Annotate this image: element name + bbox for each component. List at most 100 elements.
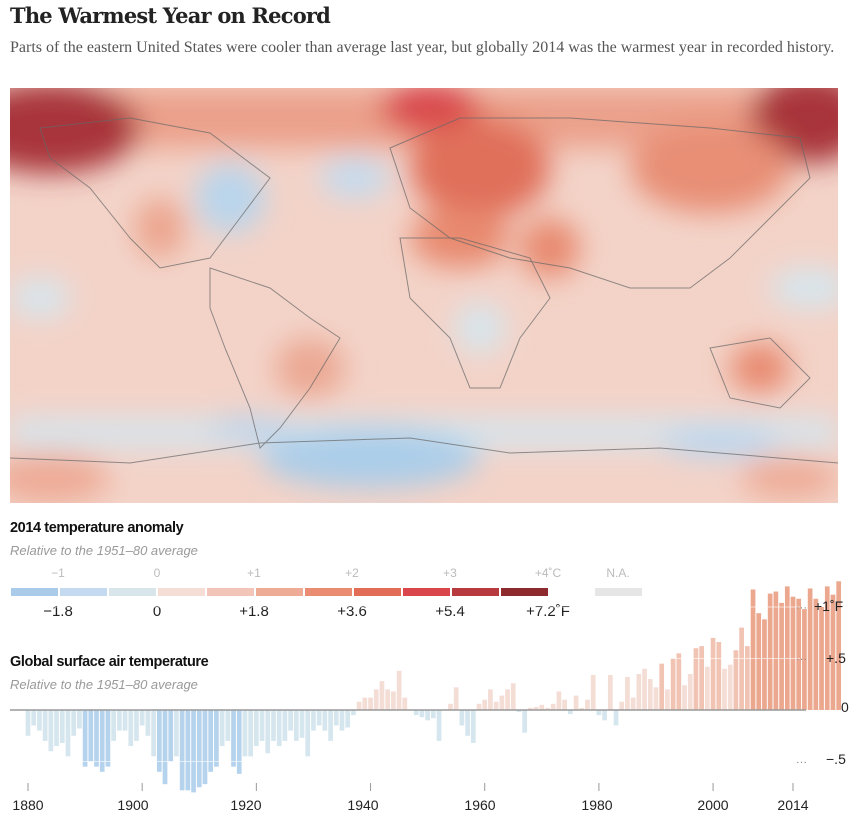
bar bbox=[299, 710, 305, 738]
bar bbox=[636, 673, 642, 710]
bar bbox=[705, 666, 710, 710]
legend-celsius-label: +1 bbox=[247, 566, 261, 580]
bar bbox=[379, 681, 385, 710]
bar bbox=[499, 695, 505, 710]
bar bbox=[727, 664, 733, 710]
bar bbox=[208, 710, 214, 772]
bar bbox=[790, 596, 796, 710]
bar bbox=[402, 697, 408, 710]
bar bbox=[413, 710, 419, 716]
bar bbox=[391, 691, 396, 710]
map-subtitle: Relative to the 1951–80 average bbox=[10, 543, 198, 558]
bar bbox=[42, 710, 48, 741]
bar bbox=[710, 637, 716, 710]
legend-fahrenheit-label: 0 bbox=[152, 603, 162, 620]
x-tick-label: 1960 bbox=[464, 797, 496, 813]
bar bbox=[590, 674, 596, 710]
bar bbox=[659, 663, 665, 710]
bar bbox=[128, 710, 134, 747]
bar bbox=[248, 710, 253, 757]
bar bbox=[625, 677, 630, 710]
bar bbox=[585, 699, 590, 710]
bar bbox=[619, 701, 625, 710]
bar bbox=[596, 710, 602, 716]
chart-subtitle: Relative to the 1951–80 average bbox=[10, 677, 198, 692]
legend-swatch bbox=[452, 588, 499, 596]
x-tick-label: 1880 bbox=[12, 797, 44, 813]
x-tick-label: 1920 bbox=[230, 797, 262, 813]
bar bbox=[328, 710, 333, 741]
bar bbox=[510, 683, 516, 710]
bar bbox=[122, 710, 128, 731]
bar bbox=[59, 710, 65, 743]
bar bbox=[242, 710, 248, 757]
bar bbox=[579, 707, 585, 710]
legend-swatch bbox=[354, 588, 401, 596]
bar bbox=[134, 710, 139, 741]
bar bbox=[214, 710, 219, 767]
bar bbox=[562, 699, 567, 710]
x-tick-label: 1940 bbox=[347, 797, 379, 813]
chart-title: Global surface air temperature bbox=[10, 654, 209, 670]
bar bbox=[824, 586, 830, 710]
bar bbox=[448, 703, 453, 710]
bar bbox=[653, 687, 659, 710]
bar bbox=[271, 710, 276, 741]
bar bbox=[419, 710, 425, 718]
bar bbox=[293, 710, 299, 741]
bar bbox=[94, 710, 99, 767]
bar bbox=[470, 710, 476, 743]
bar bbox=[219, 710, 225, 747]
bar bbox=[453, 687, 459, 710]
bar bbox=[830, 594, 836, 710]
bar bbox=[813, 598, 819, 710]
y-tick-label: 0 bbox=[841, 699, 849, 715]
bar bbox=[77, 710, 82, 729]
bar bbox=[699, 646, 705, 710]
bar bbox=[505, 689, 510, 710]
bar bbox=[744, 646, 750, 710]
bar bbox=[48, 710, 54, 752]
x-tick-label: 1900 bbox=[117, 797, 149, 813]
bar bbox=[802, 609, 807, 710]
bar bbox=[31, 710, 37, 726]
bar bbox=[276, 710, 282, 747]
tick-dots: ··· bbox=[796, 654, 807, 666]
bar bbox=[773, 591, 779, 710]
bar bbox=[305, 710, 311, 757]
bar bbox=[493, 701, 499, 710]
page-subtitle: Parts of the eastern United States were … bbox=[10, 39, 835, 56]
bar bbox=[476, 703, 482, 710]
bar bbox=[602, 710, 607, 721]
bar bbox=[156, 710, 162, 772]
bar bbox=[459, 710, 465, 726]
bar bbox=[316, 710, 322, 726]
page-title: The Warmest Year on Record bbox=[10, 3, 331, 28]
bar bbox=[533, 706, 539, 710]
bar bbox=[556, 691, 562, 710]
bar bbox=[607, 674, 613, 710]
bar bbox=[356, 701, 362, 710]
bar bbox=[37, 710, 42, 731]
bar bbox=[762, 619, 767, 710]
bar bbox=[288, 710, 293, 731]
bar bbox=[231, 710, 236, 767]
bar bbox=[642, 668, 647, 710]
bar bbox=[482, 699, 488, 710]
legend-swatch-na bbox=[595, 588, 642, 596]
y-tick-label: −.5 bbox=[826, 751, 846, 767]
legend-swatch bbox=[403, 588, 450, 596]
bar bbox=[259, 710, 265, 741]
bar bbox=[362, 697, 368, 710]
bar bbox=[322, 710, 328, 731]
bar bbox=[185, 710, 191, 791]
bar bbox=[767, 593, 773, 710]
bar bbox=[151, 710, 156, 757]
bar bbox=[145, 710, 151, 736]
bar bbox=[687, 673, 693, 710]
bar bbox=[739, 627, 744, 710]
bar bbox=[373, 689, 379, 710]
bar bbox=[236, 710, 242, 774]
global-temperature-bar-chart: ··· ··· ··· bbox=[0, 581, 842, 793]
bar bbox=[779, 602, 784, 710]
